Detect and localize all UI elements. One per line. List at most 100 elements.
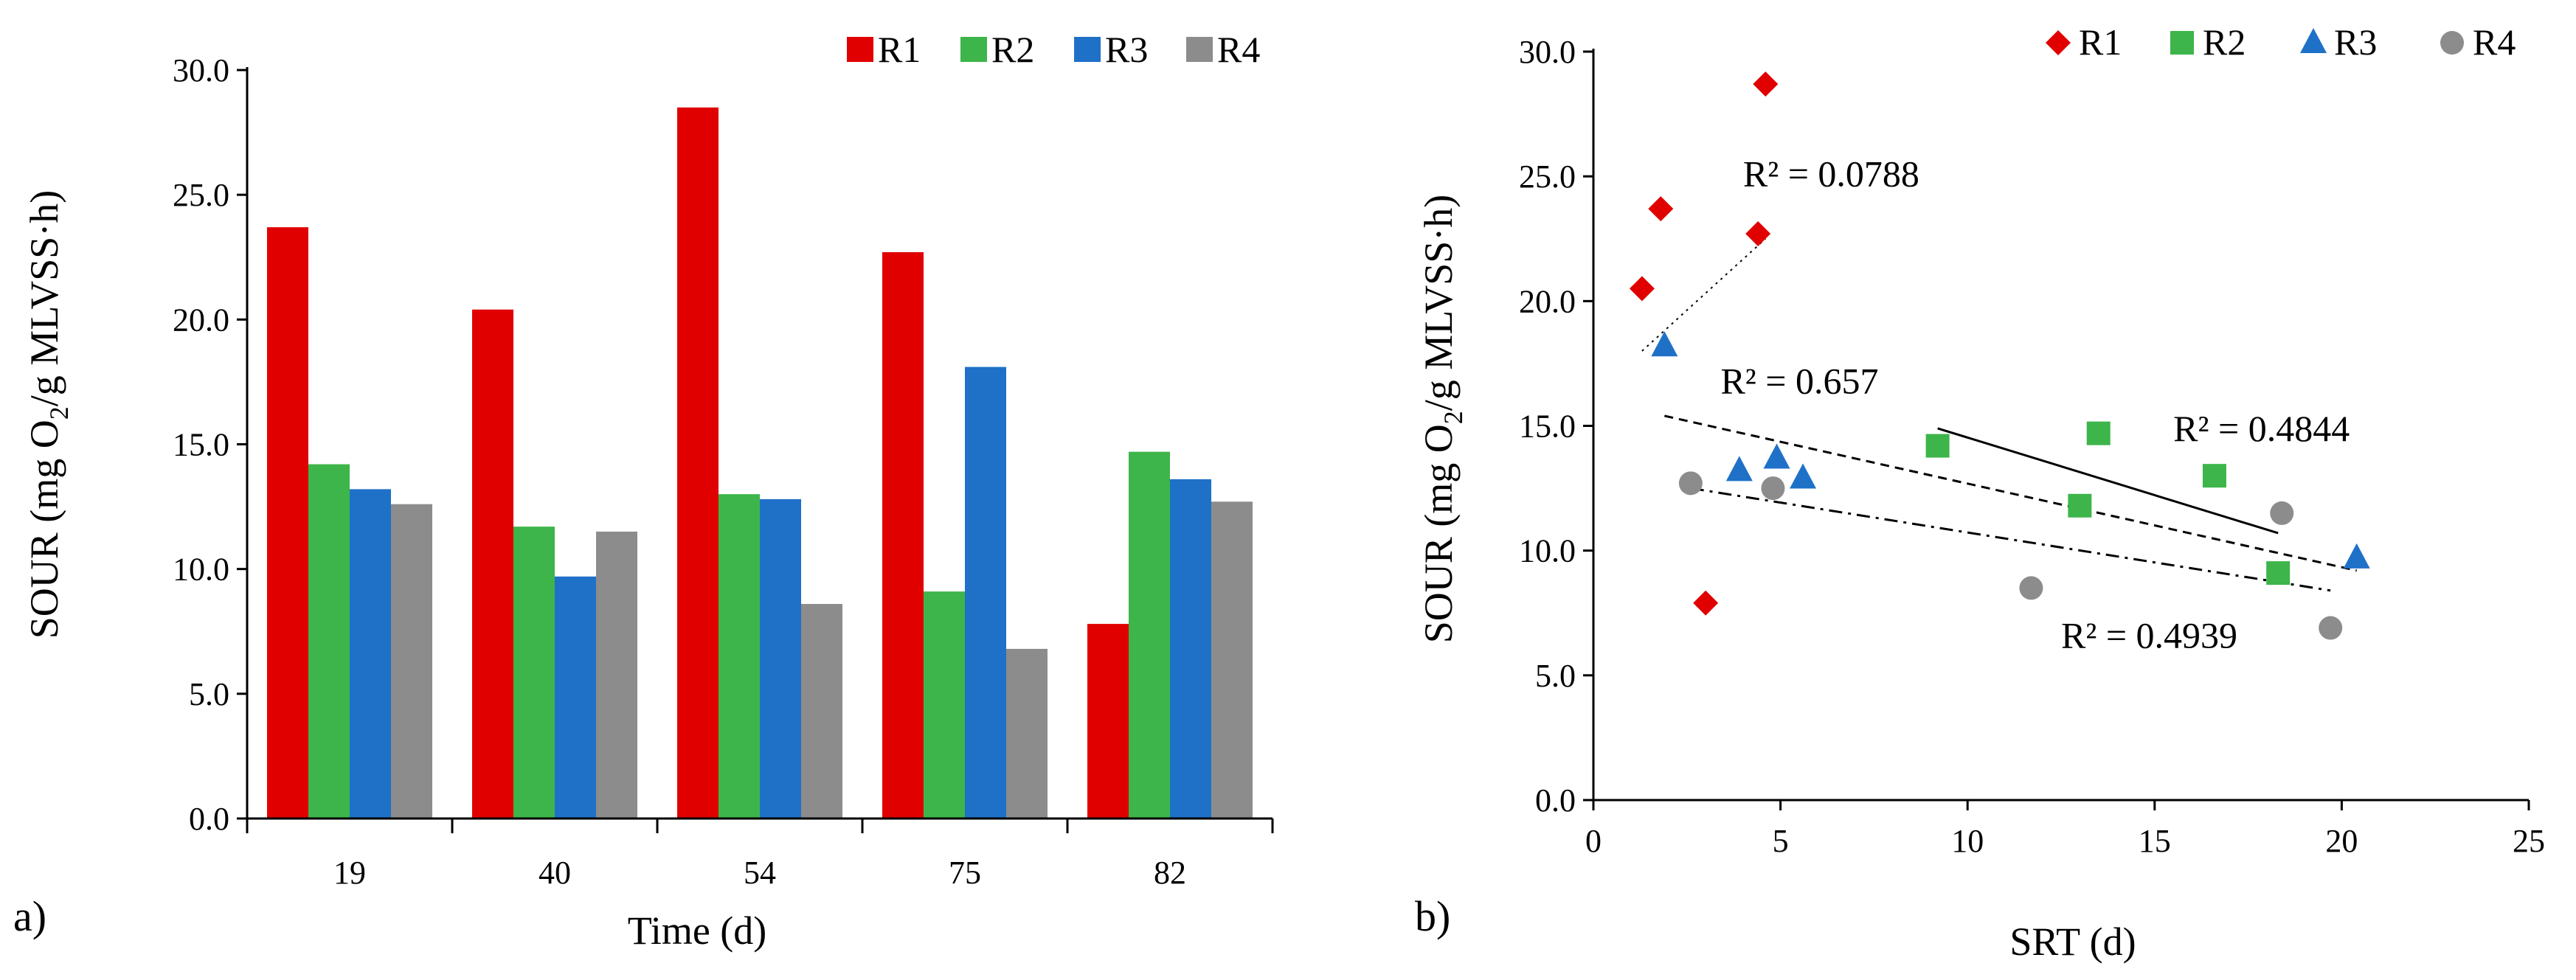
bar-r1-19 [267, 227, 308, 819]
legend-marker-r2 [2170, 31, 2194, 55]
legend-label-r4: R4 [2473, 21, 2516, 63]
bar-r2-19 [308, 464, 350, 819]
point-r3 [1763, 443, 1790, 469]
bar-r2-54 [719, 494, 760, 819]
trendline-r2-label-r4: R² = 0.4939 [2061, 615, 2237, 656]
scatter-chart-panel: R² = 0.0788 R² = 0.4844 R² = 0.657 R² = 0.4… [1415, 21, 2545, 964]
legend-marker-r3 [2300, 28, 2327, 53]
legend-label-r1: R1 [2079, 21, 2122, 63]
trendline-r4 [1690, 487, 2331, 592]
point-r4 [1761, 476, 1785, 501]
bar-r1-54 [677, 107, 719, 819]
scatter-y-tick-label: 15.0 [1519, 409, 1576, 445]
scatter-points [1629, 71, 2370, 640]
legend-swatch-r4 [1186, 37, 1213, 62]
legend-label-r3: R3 [1105, 29, 1148, 70]
point-r3 [1651, 331, 1678, 357]
bar-chart-axes: 0.0 5.0 10.0 15.0 20.0 25.0 30.0 19 40 54 75 82 [173, 52, 1274, 891]
point-r2 [2068, 493, 2092, 518]
point-r2 [2086, 421, 2111, 445]
bar-chart-y-tick-label: 10.0 [173, 552, 229, 588]
legend-label-r2: R2 [2203, 21, 2246, 63]
point-r2 [1925, 434, 1950, 458]
trendline-r2-label-r1: R² = 0.0788 [1743, 153, 1919, 195]
bar-chart-x-axis-title: Time (d) [628, 908, 767, 953]
legend-marker-r1 [2046, 30, 2071, 55]
trendline-r2 [1937, 427, 2279, 535]
scatter-trendlines: R² = 0.0788 R² = 0.4844 R² = 0.657 R² = 0.4… [1641, 153, 2358, 656]
bar-r3-82 [1170, 479, 1211, 819]
scatter-y-tick-label: 30.0 [1519, 34, 1576, 70]
point-r2 [2266, 561, 2291, 585]
legend-marker-r4 [2440, 31, 2464, 55]
bar-r3-54 [760, 498, 801, 819]
bar-chart-y-tick-label: 0.0 [189, 801, 229, 837]
point-r3 [2343, 543, 2370, 569]
bar-chart-y-tick-label: 30.0 [173, 52, 229, 88]
point-r4 [1678, 471, 1703, 496]
bar-chart-legend: R1 R2 R3 R4 [847, 29, 1260, 70]
scatter-y-tick-label: 25.0 [1519, 159, 1576, 195]
legend-label-r4: R4 [1217, 29, 1260, 70]
bar-chart-y-tick-label: 25.0 [173, 177, 229, 213]
panel-label-a: a) [13, 892, 46, 940]
scatter-y-tick-label: 0.0 [1535, 782, 1576, 819]
trendline-r3 [1664, 414, 2358, 572]
scatter-x-tick-label: 15 [2139, 823, 2171, 859]
point-r1 [1753, 71, 1779, 97]
trendline-r1 [1641, 238, 1766, 352]
scatter-x-tick-label: 25 [2513, 823, 2545, 859]
bar-chart-y-tick-label: 15.0 [173, 427, 229, 463]
scatter-y-axis-title: SOUR (mg O2/g MLVSS·h) [1416, 195, 1468, 644]
bar-r3-40 [555, 576, 596, 819]
bar-chart-bars [267, 107, 1253, 819]
bar-r1-82 [1087, 624, 1129, 819]
bar-r4-19 [391, 504, 432, 819]
bar-r2-82 [1129, 451, 1170, 819]
scatter-x-tick-label: 0 [1585, 823, 1602, 859]
bar-chart-y-tick-label: 20.0 [173, 302, 229, 338]
scatter-legend: R1 R2 R3 R4 [2046, 21, 2516, 63]
point-r1 [1693, 590, 1719, 616]
bar-r4-82 [1211, 501, 1253, 819]
bar-r4-54 [801, 604, 842, 819]
legend-label-r3: R3 [2334, 21, 2377, 63]
scatter-x-tick-label: 10 [1951, 823, 1984, 859]
legend-swatch-r2 [960, 37, 987, 62]
panel-label-b: b) [1415, 892, 1450, 940]
bar-r3-75 [965, 366, 1006, 819]
bar-chart-x-tick-label: 19 [333, 855, 366, 891]
point-r1 [1629, 276, 1655, 302]
scatter-y-tick-label: 10.0 [1519, 533, 1576, 569]
legend-label-r2: R2 [991, 29, 1034, 70]
legend-swatch-r3 [1074, 37, 1101, 62]
bar-r1-40 [472, 309, 513, 819]
trendline-r2-label-r2: R² = 0.4844 [2173, 408, 2350, 449]
point-r4 [2019, 576, 2043, 600]
scatter-y-tick-label: 5.0 [1535, 658, 1576, 694]
bar-r2-75 [924, 591, 965, 819]
trendline-r2-label-r3: R² = 0.657 [1720, 361, 1878, 402]
point-r1 [1648, 196, 1674, 222]
point-r1 [1745, 220, 1771, 246]
bar-chart-y-axis-title: SOUR (mg O2/g MLVSS·h) [22, 190, 74, 639]
point-r2 [2202, 464, 2226, 488]
scatter-y-tick-label: 20.0 [1519, 283, 1576, 319]
bar-chart-x-tick-label: 75 [949, 855, 981, 891]
bar-r3-19 [350, 489, 391, 819]
bar-r4-40 [596, 531, 637, 819]
bar-r4-75 [1006, 648, 1048, 819]
scatter-x-axis-title: SRT (d) [2009, 920, 2136, 964]
point-r4 [2270, 501, 2294, 525]
scatter-axes: 0.0 5.0 10.0 15.0 20.0 25.0 30.0 0 5 10 15 20 25 [1519, 34, 2545, 859]
bar-chart-x-tick-label: 82 [1154, 855, 1186, 891]
point-r4 [2319, 616, 2343, 640]
bar-chart-y-tick-label: 5.0 [189, 676, 229, 712]
bar-r1-75 [882, 251, 924, 819]
bar-r2-40 [513, 527, 555, 819]
bar-chart-x-tick-label: 40 [539, 855, 571, 891]
scatter-x-tick-label: 20 [2325, 823, 2358, 859]
bar-chart-x-tick-label: 54 [744, 855, 776, 891]
legend-swatch-r1 [847, 37, 873, 62]
